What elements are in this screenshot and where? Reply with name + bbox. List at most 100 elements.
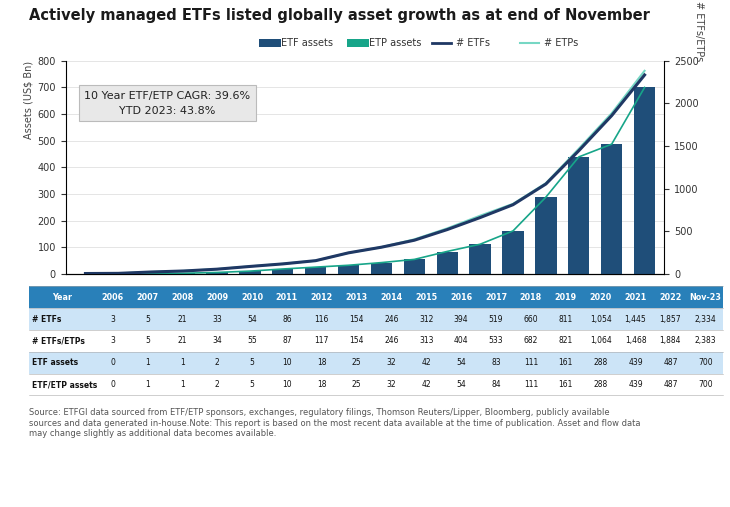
Text: 660: 660 xyxy=(523,315,538,323)
Text: ETF assets: ETF assets xyxy=(281,38,333,48)
Text: 2018: 2018 xyxy=(520,293,542,302)
Text: 2008: 2008 xyxy=(171,293,193,302)
Text: 1,054: 1,054 xyxy=(590,315,612,323)
Text: 3: 3 xyxy=(110,337,115,345)
Bar xyxy=(338,265,359,274)
Text: 25: 25 xyxy=(352,358,361,367)
Text: 10: 10 xyxy=(282,380,292,389)
Text: 533: 533 xyxy=(489,337,504,345)
Text: 0: 0 xyxy=(110,358,115,367)
Text: 111: 111 xyxy=(524,380,538,389)
Text: 2020: 2020 xyxy=(590,293,612,302)
Text: 42: 42 xyxy=(421,380,431,389)
Text: 111: 111 xyxy=(524,358,538,367)
Text: 246: 246 xyxy=(384,315,399,323)
Text: 84: 84 xyxy=(491,380,501,389)
Text: 1: 1 xyxy=(180,380,185,389)
Bar xyxy=(437,251,458,274)
Text: 21: 21 xyxy=(177,315,187,323)
Text: 3: 3 xyxy=(110,315,115,323)
Text: 2,383: 2,383 xyxy=(694,337,716,345)
Text: Actively managed ETFs listed globally asset growth as at end of November: Actively managed ETFs listed globally as… xyxy=(29,8,650,23)
Bar xyxy=(239,271,261,274)
Text: 32: 32 xyxy=(387,358,396,367)
Text: 2016: 2016 xyxy=(450,293,472,302)
Text: 682: 682 xyxy=(523,337,538,345)
Text: 394: 394 xyxy=(454,315,469,323)
Text: 1,857: 1,857 xyxy=(660,315,681,323)
Text: 487: 487 xyxy=(663,380,677,389)
Text: 811: 811 xyxy=(558,315,573,323)
Text: 2017: 2017 xyxy=(485,293,507,302)
Text: ETF assets: ETF assets xyxy=(32,358,78,367)
Bar xyxy=(568,157,590,274)
Text: # ETFs: # ETFs xyxy=(456,38,491,48)
Text: 32: 32 xyxy=(387,380,396,389)
Text: 2022: 2022 xyxy=(659,293,682,302)
Text: Source: ETFGI data sourced from ETF/ETP sponsors, exchanges, regulatory filings,: Source: ETFGI data sourced from ETF/ETP … xyxy=(29,408,641,438)
Text: 404: 404 xyxy=(454,337,469,345)
Text: 54: 54 xyxy=(456,380,466,389)
Y-axis label: # ETFs/ETPs: # ETFs/ETPs xyxy=(694,1,704,61)
Bar xyxy=(502,231,523,274)
Text: ETP assets: ETP assets xyxy=(369,38,421,48)
Bar xyxy=(634,87,656,274)
Text: 87: 87 xyxy=(282,337,292,345)
Bar xyxy=(601,144,623,274)
Text: 312: 312 xyxy=(419,315,434,323)
Text: 5: 5 xyxy=(250,380,255,389)
Text: 117: 117 xyxy=(315,337,329,345)
Text: 2012: 2012 xyxy=(310,293,333,302)
Text: 83: 83 xyxy=(491,358,501,367)
Text: 154: 154 xyxy=(350,315,364,323)
Text: 313: 313 xyxy=(419,337,434,345)
Text: 2011: 2011 xyxy=(276,293,298,302)
Bar xyxy=(174,273,195,274)
Text: 487: 487 xyxy=(663,358,677,367)
Text: 0: 0 xyxy=(110,380,115,389)
Text: 25: 25 xyxy=(352,380,361,389)
Text: 2010: 2010 xyxy=(241,293,263,302)
Text: 154: 154 xyxy=(350,337,364,345)
Text: 1: 1 xyxy=(145,380,150,389)
Text: 2: 2 xyxy=(215,358,220,367)
Text: 54: 54 xyxy=(456,358,466,367)
Text: 5: 5 xyxy=(145,337,150,345)
Bar xyxy=(404,260,425,274)
Text: 2007: 2007 xyxy=(137,293,158,302)
Text: 10: 10 xyxy=(282,358,292,367)
Text: 55: 55 xyxy=(247,337,257,345)
Text: Year: Year xyxy=(52,293,72,302)
Text: 2019: 2019 xyxy=(555,293,577,302)
Text: 2006: 2006 xyxy=(101,293,123,302)
Text: 5: 5 xyxy=(145,315,150,323)
Text: 2015: 2015 xyxy=(415,293,437,302)
Y-axis label: Assets (US$ Bn): Assets (US$ Bn) xyxy=(23,61,34,139)
Text: 519: 519 xyxy=(489,315,503,323)
Text: 1,884: 1,884 xyxy=(660,337,681,345)
Text: 86: 86 xyxy=(282,315,292,323)
Text: 42: 42 xyxy=(421,358,431,367)
Text: 821: 821 xyxy=(558,337,573,345)
Text: 5: 5 xyxy=(250,358,255,367)
Text: 2021: 2021 xyxy=(624,293,647,302)
Text: ETF/ETP assets: ETF/ETP assets xyxy=(32,380,97,389)
Text: 2009: 2009 xyxy=(206,293,228,302)
Text: # ETFs/ETPs: # ETFs/ETPs xyxy=(32,337,85,345)
Text: 10 Year ETF/ETP CAGR: 39.6%
YTD 2023: 43.8%: 10 Year ETF/ETP CAGR: 39.6% YTD 2023: 43… xyxy=(85,91,250,116)
Text: 1,064: 1,064 xyxy=(590,337,612,345)
Text: 18: 18 xyxy=(317,358,326,367)
Text: 18: 18 xyxy=(317,380,326,389)
Text: 288: 288 xyxy=(593,358,608,367)
Text: 2: 2 xyxy=(215,380,220,389)
Text: 288: 288 xyxy=(593,380,608,389)
Bar xyxy=(469,244,491,274)
Text: 1,468: 1,468 xyxy=(625,337,646,345)
Text: 21: 21 xyxy=(177,337,187,345)
Bar xyxy=(207,272,228,274)
Text: 54: 54 xyxy=(247,315,257,323)
Text: 1: 1 xyxy=(180,358,185,367)
Text: 161: 161 xyxy=(558,358,573,367)
Text: 2,334: 2,334 xyxy=(694,315,716,323)
Text: 1: 1 xyxy=(145,358,150,367)
